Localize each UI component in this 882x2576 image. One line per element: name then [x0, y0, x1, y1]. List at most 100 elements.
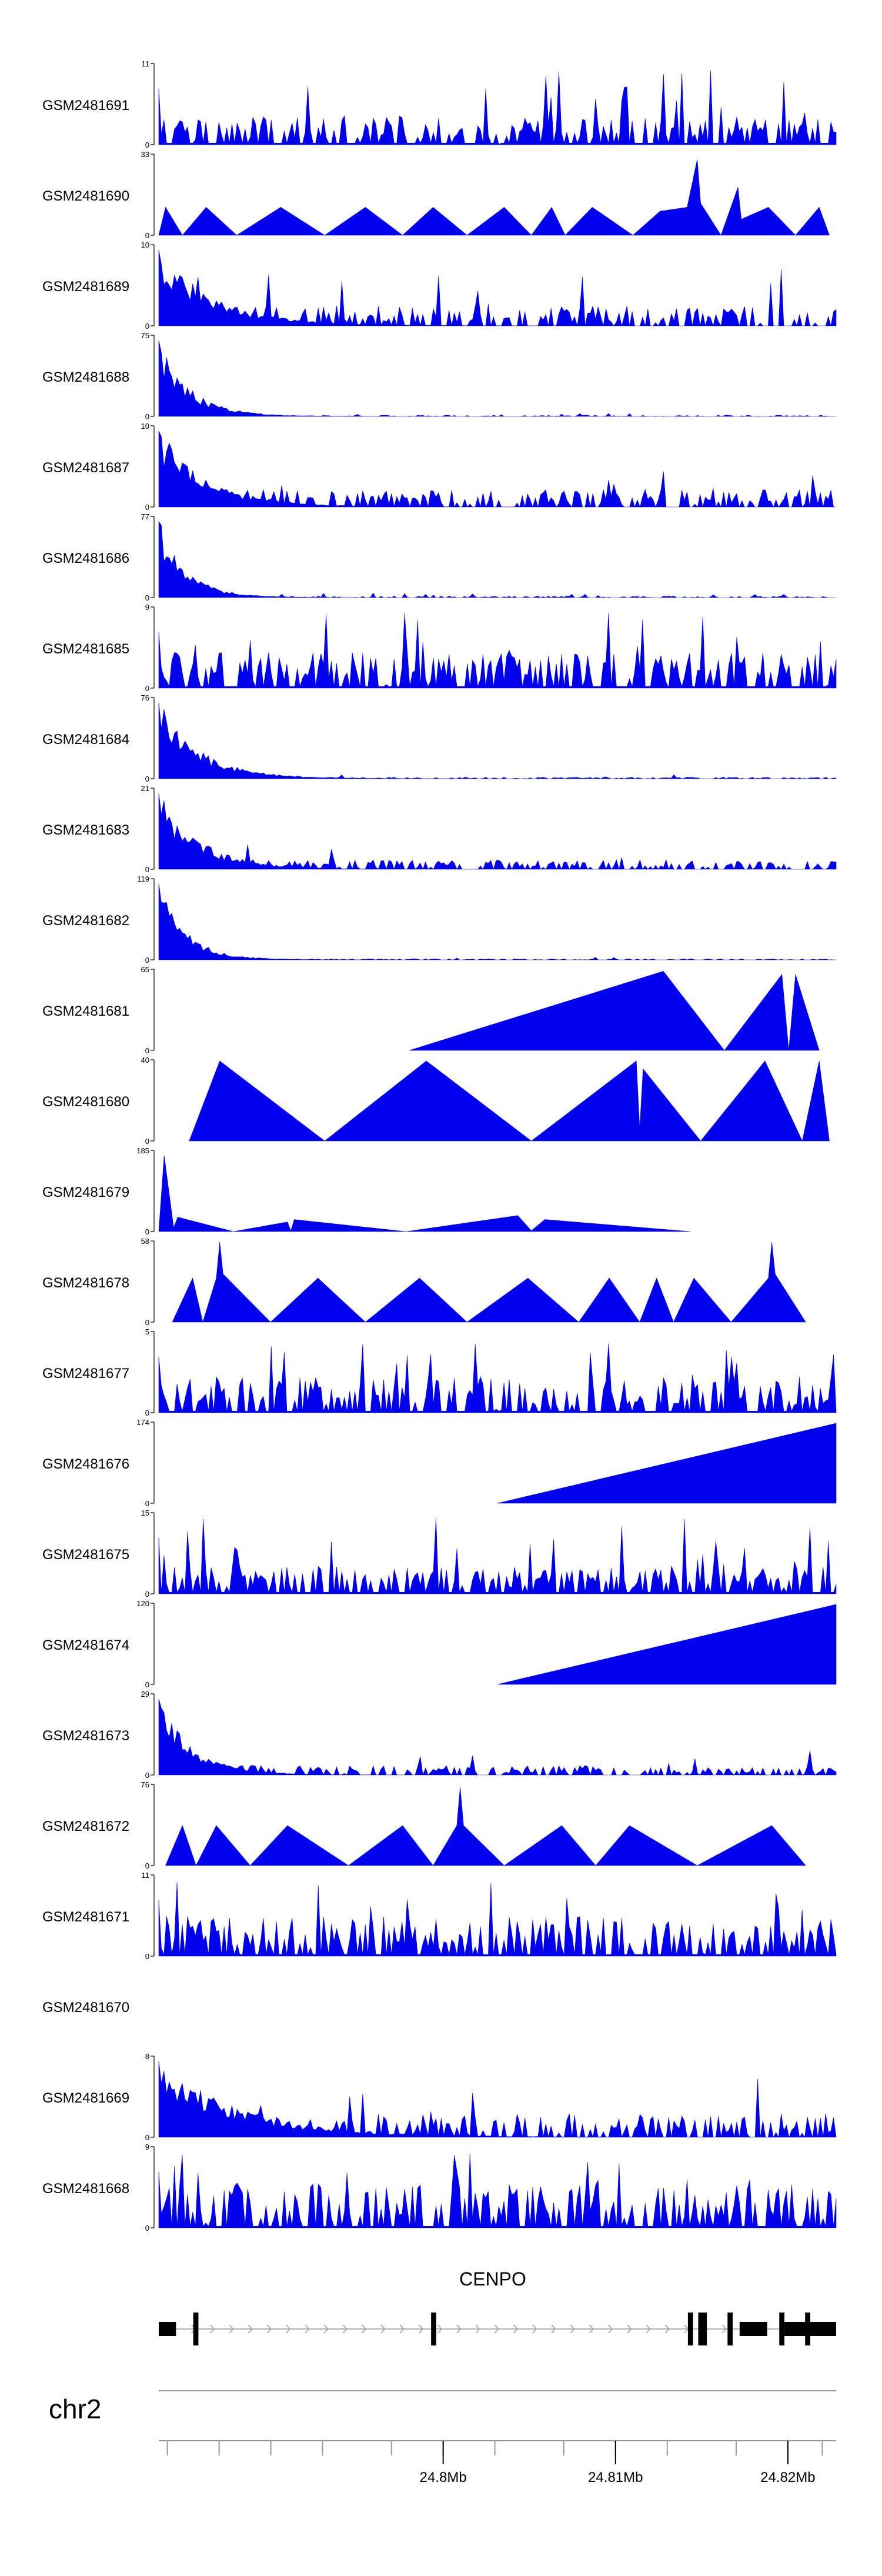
track-GSM2481676: GSM2481676 174 0: [42, 1418, 837, 1508]
y-tick-label-max: 21: [141, 784, 149, 793]
y-tick-label-max: 11: [142, 59, 150, 68]
y-tick-label-zero: 0: [145, 1137, 149, 1146]
strand-arrow: [267, 2324, 272, 2334]
exon: [431, 2313, 436, 2345]
y-tick-label-max: 119: [137, 875, 149, 883]
track-label: GSM2481672: [42, 1818, 129, 1834]
strand-arrow: [475, 2324, 480, 2334]
strand-arrow: [342, 2324, 348, 2334]
y-tick-label-max: 58: [141, 1237, 149, 1246]
y-tick-label-max: 8: [145, 2052, 149, 2061]
y-tick-label-zero: 0: [145, 231, 149, 240]
track-GSM2481685: GSM2481685 9 0: [42, 603, 837, 693]
y-tick-label-zero: 0: [145, 1499, 149, 1508]
y-tick-label-max: 76: [141, 1780, 149, 1789]
strand-arrow: [323, 2324, 329, 2334]
track-GSM2481691: GSM2481691 11 0: [42, 59, 837, 149]
strand-arrow: [305, 2324, 309, 2334]
y-tick-label-max: 10: [141, 241, 149, 249]
chromosome-label: chr2: [49, 2394, 101, 2424]
y-tick-label-max: 65: [141, 965, 149, 974]
signal-area: [158, 613, 837, 689]
strand-arrow: [721, 2324, 727, 2334]
strand-arrow: [210, 2324, 215, 2334]
track-GSM2481681: GSM2481681 65 0: [42, 965, 820, 1055]
y-tick-label-zero: 0: [145, 2224, 149, 2233]
strand-arrow: [627, 2324, 632, 2334]
y-tick-label-zero: 0: [145, 412, 149, 421]
signal-area: [158, 793, 837, 870]
signal-area: [158, 1155, 691, 1232]
y-tick-label-zero: 0: [145, 1409, 149, 1417]
track-label: GSM2481689: [42, 279, 129, 295]
exon: [727, 2313, 733, 2345]
track-label: GSM2481669: [42, 2090, 129, 2106]
track-GSM2481686: GSM2481686 77 0: [42, 512, 836, 602]
track-label: GSM2481675: [42, 1547, 129, 1563]
strand-arrow: [248, 2324, 253, 2334]
y-tick-label-zero: 0: [145, 1046, 149, 1055]
strand-arrow: [589, 2324, 594, 2334]
y-tick-label-max: 15: [141, 1509, 149, 1517]
signal-area: [409, 971, 820, 1051]
track-label: GSM2481682: [42, 913, 129, 929]
y-tick-label-max: 29: [141, 1690, 149, 1699]
signal-area: [158, 159, 830, 236]
track-label: GSM2481686: [42, 550, 129, 566]
exon: [784, 2322, 836, 2336]
y-tick-label-max: 120: [136, 1599, 149, 1608]
signal-tracks: GSM2481691110GSM2481690330GSM2481689100G…: [42, 59, 837, 2233]
track-GSM2481680: GSM2481680 40 0: [42, 1056, 830, 1146]
track-GSM2481668: GSM2481668 9 0: [42, 2143, 837, 2233]
x-tick-label: 24.81Mb: [588, 2470, 643, 2485]
y-tick-label-zero: 0: [145, 1590, 149, 1599]
signal-area: [165, 1787, 806, 1866]
track-label: GSM2481688: [42, 369, 129, 385]
signal-area: [158, 1882, 837, 1957]
strand-arrow: [399, 2324, 405, 2334]
track-label: GSM2481687: [42, 460, 129, 476]
track-label: GSM2481670: [42, 2000, 129, 2016]
y-tick-label-max: 77: [141, 512, 149, 521]
track-label: GSM2481685: [42, 641, 129, 657]
exon: [779, 2313, 785, 2345]
exon: [687, 2313, 693, 2345]
y-tick-label-zero: 0: [145, 593, 149, 602]
gene-track: CENPO: [159, 2268, 836, 2345]
track-label: GSM2481691: [42, 98, 129, 114]
strand-arrow: [513, 2324, 518, 2334]
y-tick-label-zero: 0: [145, 1771, 149, 1780]
y-tick-label-max: 174: [136, 1418, 149, 1427]
y-tick-label-max: 10: [141, 422, 149, 431]
track-GSM2481678: GSM2481678 58 0: [42, 1237, 806, 1327]
signal-area: [158, 883, 836, 960]
strand-arrow: [380, 2324, 385, 2334]
y-tick-label-max: 33: [141, 150, 149, 159]
strand-arrow: [456, 2324, 461, 2334]
track-GSM2481675: GSM2481675 15 0: [42, 1509, 837, 1599]
signal-area: [158, 2061, 837, 2138]
strand-arrow: [418, 2324, 423, 2334]
y-tick-label-zero: 0: [145, 1861, 149, 1870]
track-label: GSM2481676: [42, 1456, 129, 1472]
y-tick-label-zero: 0: [145, 1952, 149, 1961]
y-tick-label-zero: 0: [145, 1680, 149, 1689]
track-GSM2481671: GSM2481671 11 0: [42, 1871, 837, 1961]
track-GSM2481669: GSM2481669 8 0: [42, 2052, 837, 2142]
track-label: GSM2481668: [42, 2181, 129, 2197]
y-tick-label-zero: 0: [145, 322, 149, 331]
track-label: GSM2481677: [42, 1366, 129, 1382]
strand-arrow: [551, 2324, 556, 2334]
track-GSM2481670: GSM2481670: [42, 2000, 129, 2016]
x-tick-label: 24.8Mb: [420, 2470, 467, 2485]
signal-area: [497, 1604, 837, 1685]
track-GSM2481689: GSM2481689 10 0: [42, 241, 837, 331]
x-tick-label: 24.82Mb: [760, 2470, 815, 2485]
signal-area: [158, 520, 836, 598]
track-label: GSM2481671: [42, 1909, 129, 1925]
signal-area: [158, 340, 836, 417]
y-tick-label-max: 75: [141, 331, 149, 340]
genome-axis-track: chr2 24.8Mb 24.81Mb 24.82Mb: [49, 2390, 836, 2485]
exon: [159, 2322, 176, 2336]
